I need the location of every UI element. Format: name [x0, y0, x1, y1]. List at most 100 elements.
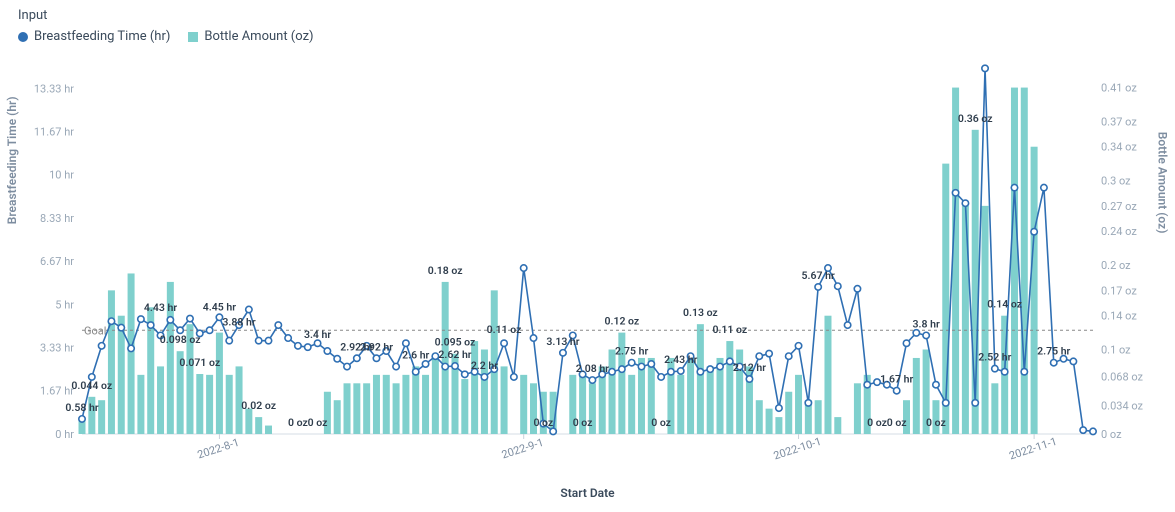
line-marker[interactable]	[628, 359, 634, 365]
line-marker[interactable]	[255, 337, 261, 343]
line-marker[interactable]	[187, 315, 193, 321]
line-marker[interactable]	[589, 377, 595, 383]
line-marker[interactable]	[1051, 359, 1057, 365]
bar[interactable]	[1031, 147, 1038, 434]
bar[interactable]	[697, 324, 704, 434]
bar[interactable]	[137, 375, 144, 434]
bar[interactable]	[1021, 88, 1028, 434]
line-marker[interactable]	[560, 350, 566, 356]
line-marker[interactable]	[678, 368, 684, 374]
bar[interactable]	[775, 417, 782, 434]
bar[interactable]	[265, 426, 272, 434]
line-marker[interactable]	[668, 369, 674, 375]
line-marker[interactable]	[1021, 369, 1027, 375]
line-marker[interactable]	[520, 265, 526, 271]
line-marker[interactable]	[442, 363, 448, 369]
bar[interactable]	[393, 383, 400, 434]
line-marker[interactable]	[108, 318, 114, 324]
line-marker[interactable]	[962, 200, 968, 206]
line-marker[interactable]	[609, 369, 615, 375]
line-marker[interactable]	[285, 335, 291, 341]
bar[interactable]	[255, 417, 262, 434]
line-marker[interactable]	[373, 355, 379, 361]
line-marker[interactable]	[933, 382, 939, 388]
line-marker[interactable]	[619, 366, 625, 372]
line-marker[interactable]	[1011, 184, 1017, 190]
line-marker[interactable]	[972, 400, 978, 406]
bar[interactable]	[766, 409, 773, 434]
bar[interactable]	[501, 366, 508, 434]
bar[interactable]	[402, 375, 409, 434]
bar[interactable]	[353, 383, 360, 434]
bar[interactable]	[1011, 88, 1018, 434]
bar[interactable]	[815, 400, 822, 434]
bar[interactable]	[206, 375, 213, 434]
bar[interactable]	[461, 379, 468, 434]
line-marker[interactable]	[324, 348, 330, 354]
bar[interactable]	[834, 417, 841, 434]
line-marker[interactable]	[893, 387, 899, 393]
bar[interactable]	[687, 358, 694, 434]
bar[interactable]	[157, 366, 164, 434]
line-marker[interactable]	[648, 361, 654, 367]
bar[interactable]	[677, 375, 684, 434]
line-marker[interactable]	[1041, 184, 1047, 190]
legend-item-breastfeeding[interactable]: Breastfeeding Time (hr)	[18, 29, 170, 44]
line-marker[interactable]	[530, 335, 536, 341]
bar[interactable]	[226, 375, 233, 434]
bar[interactable]	[108, 290, 115, 434]
bar[interactable]	[363, 383, 370, 434]
line-marker[interactable]	[795, 343, 801, 349]
line-marker[interactable]	[1090, 428, 1096, 434]
line-marker[interactable]	[314, 340, 320, 346]
line-marker[interactable]	[148, 322, 154, 328]
line-marker[interactable]	[864, 382, 870, 388]
line-marker[interactable]	[835, 283, 841, 289]
line-marker[interactable]	[913, 330, 919, 336]
line-marker[interactable]	[334, 356, 340, 362]
line-marker[interactable]	[717, 363, 723, 369]
bar[interactable]	[756, 400, 763, 434]
bar[interactable]	[383, 375, 390, 434]
line-marker[interactable]	[295, 343, 301, 349]
bar[interactable]	[432, 358, 439, 434]
line-marker[interactable]	[265, 337, 271, 343]
line-marker[interactable]	[226, 337, 232, 343]
bar[interactable]	[854, 383, 861, 434]
bar[interactable]	[216, 333, 223, 434]
line-marker[interactable]	[776, 405, 782, 411]
bar[interactable]	[913, 358, 920, 434]
line-marker[interactable]	[756, 353, 762, 359]
line-marker[interactable]	[943, 400, 949, 406]
line-marker[interactable]	[305, 344, 311, 350]
bar[interactable]	[412, 366, 419, 434]
line-marker[interactable]	[422, 361, 428, 367]
line-marker[interactable]	[658, 374, 664, 380]
line-marker[interactable]	[805, 400, 811, 406]
line-marker[interactable]	[766, 350, 772, 356]
legend-item-bottle[interactable]: Bottle Amount (oz)	[188, 29, 313, 44]
line-marker[interactable]	[481, 374, 487, 380]
line-marker[interactable]	[707, 366, 713, 372]
line-marker[interactable]	[550, 428, 556, 434]
line-marker[interactable]	[786, 353, 792, 359]
line-marker[interactable]	[501, 340, 507, 346]
line-marker[interactable]	[118, 324, 124, 330]
line-marker[interactable]	[903, 340, 909, 346]
line-marker[interactable]	[275, 322, 281, 328]
line-marker[interactable]	[982, 65, 988, 71]
bar[interactable]	[196, 374, 203, 434]
bar[interactable]	[824, 316, 831, 434]
bar[interactable]	[982, 206, 989, 434]
line-marker[interactable]	[246, 306, 252, 312]
line-marker[interactable]	[79, 416, 85, 422]
line-marker[interactable]	[128, 345, 134, 351]
line-marker[interactable]	[992, 365, 998, 371]
bar[interactable]	[128, 273, 135, 434]
line-marker[interactable]	[1001, 369, 1007, 375]
bar[interactable]	[726, 341, 733, 434]
line-marker[interactable]	[206, 327, 212, 333]
bar[interactable]	[334, 400, 341, 434]
bar[interactable]	[520, 375, 527, 434]
line-marker[interactable]	[462, 371, 468, 377]
